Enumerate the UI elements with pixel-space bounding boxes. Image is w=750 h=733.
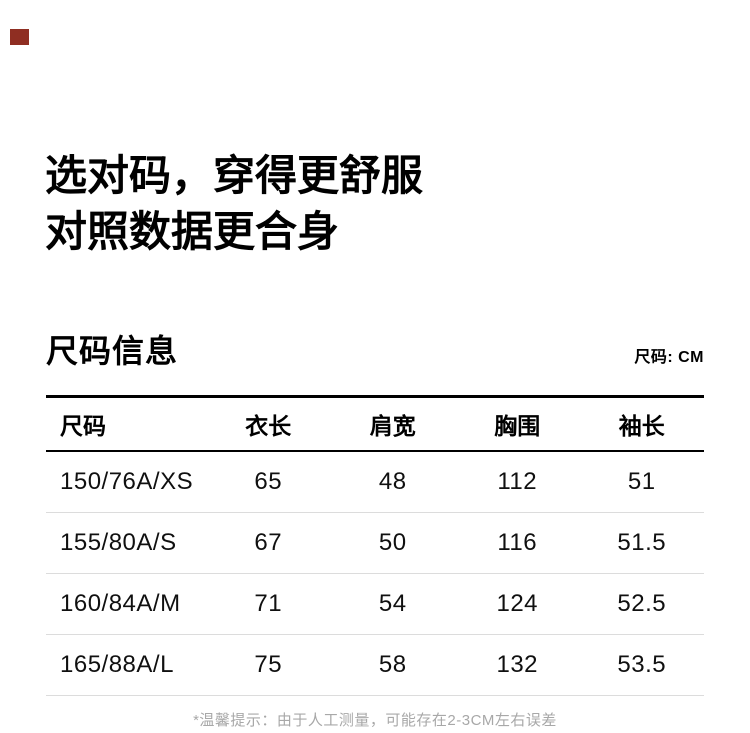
size-value: 67 — [206, 512, 331, 574]
size-table: 尺码 衣长 肩宽 胸围 袖长 150/76A/XS 65 48 112 51 155/80A/S 67… — [46, 395, 704, 696]
size-value: 51 — [579, 451, 704, 513]
table-row: 165/88A/L 75 58 132 53.5 — [46, 634, 704, 696]
size-value: 132 — [455, 634, 580, 696]
size-label: 150/76A/XS — [46, 451, 206, 513]
table-row: 155/80A/S 67 50 116 51.5 — [46, 512, 704, 574]
size-value: 71 — [206, 573, 331, 635]
size-value: 65 — [206, 451, 331, 513]
size-value: 112 — [455, 451, 580, 513]
size-value: 52.5 — [579, 573, 704, 635]
size-value: 51.5 — [579, 512, 704, 574]
size-label: 165/88A/L — [46, 634, 206, 696]
headline-line-1: 选对码，穿得更舒服 — [45, 152, 424, 199]
size-label: 155/80A/S — [46, 512, 206, 574]
size-value: 124 — [455, 573, 580, 635]
column-header-2: 肩宽 — [330, 395, 455, 452]
headline-line-2: 对照数据更合身 — [45, 208, 340, 255]
table-row: 150/76A/XS 65 48 112 51 — [46, 451, 704, 513]
size-unit-label: 尺码: CM — [634, 349, 704, 366]
column-header-1: 衣长 — [206, 395, 331, 452]
column-header-0: 尺码 — [46, 395, 206, 452]
size-value: 54 — [330, 573, 455, 635]
brand-mark — [10, 29, 29, 45]
size-value: 116 — [455, 512, 580, 574]
column-header-4: 袖长 — [579, 395, 704, 452]
column-header-3: 胸围 — [455, 395, 580, 452]
size-value: 50 — [330, 512, 455, 574]
measurement-disclaimer: *温馨提示：由于人工测量，可能存在2-3CM左右误差 — [193, 712, 557, 729]
page-title: 选对码，穿得更舒服 对照数据更合身 — [45, 148, 423, 260]
size-value: 48 — [330, 451, 455, 513]
table-row: 160/84A/M 71 54 124 52.5 — [46, 573, 704, 635]
size-section-header: 尺码信息 尺码: CM — [46, 330, 704, 372]
size-section-title: 尺码信息 — [46, 333, 179, 369]
size-value: 75 — [206, 634, 331, 696]
size-value: 53.5 — [579, 634, 704, 696]
header-row: 尺码 衣长 肩宽 胸围 袖长 — [46, 395, 704, 452]
size-label: 160/84A/M — [46, 573, 206, 635]
size-value: 58 — [330, 634, 455, 696]
